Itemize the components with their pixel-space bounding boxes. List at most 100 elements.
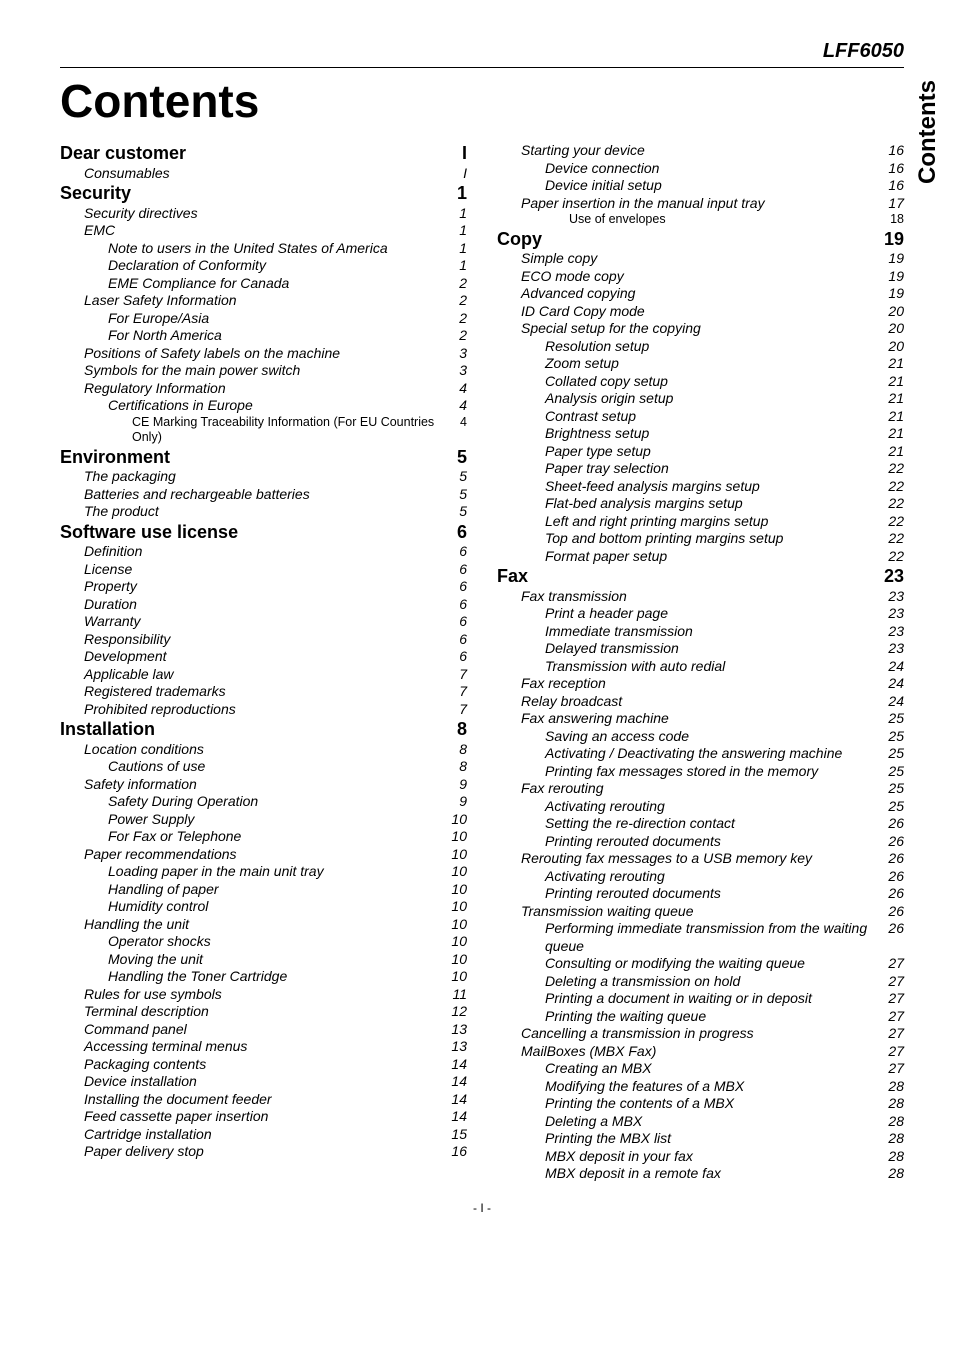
toc-label: Security directives: [60, 205, 198, 223]
toc-page: 5: [459, 503, 467, 521]
toc-page: 7: [459, 683, 467, 701]
toc-row: Operator shocks10: [60, 933, 467, 951]
toc-row: Transmission with auto redial24: [497, 658, 904, 676]
toc-page: 16: [451, 1143, 467, 1161]
toc-row: For North America2: [60, 327, 467, 345]
toc-page: 26: [888, 903, 904, 921]
toc-label: Transmission with auto redial: [497, 658, 725, 676]
toc-page: 21: [888, 443, 904, 461]
toc-label: Printing the MBX list: [497, 1130, 671, 1148]
toc-row: Printing the contents of a MBX28: [497, 1095, 904, 1113]
toc-row: Copy19: [497, 228, 904, 251]
toc-label: Property: [60, 578, 137, 596]
toc-row: Responsibility 6: [60, 631, 467, 649]
toc-label: Delayed transmission: [497, 640, 679, 658]
toc-page: 8: [459, 741, 467, 759]
toc-page: 27: [888, 973, 904, 991]
toc-page: 28: [888, 1148, 904, 1166]
toc-page: 25: [888, 728, 904, 746]
toc-label: The packaging: [60, 468, 176, 486]
toc-row: Registered trademarks7: [60, 683, 467, 701]
toc-row: Print a header page23: [497, 605, 904, 623]
toc-label: For North America: [60, 327, 222, 345]
toc-page: 20: [888, 303, 904, 321]
toc-row: Cartridge installation15: [60, 1126, 467, 1144]
toc-label: Paper type setup: [497, 443, 651, 461]
toc-page: 6: [459, 578, 467, 596]
toc-label: For Europe/Asia: [60, 310, 209, 328]
toc-page: 21: [888, 355, 904, 373]
toc-label: Software use license: [60, 521, 238, 544]
toc-page: 14: [451, 1091, 467, 1109]
toc-label: Transmission waiting queue: [497, 903, 694, 921]
toc-row: Printing the waiting queue27: [497, 1008, 904, 1026]
toc-page: 10: [451, 881, 467, 899]
toc-page: 10: [451, 968, 467, 986]
toc-page: 16: [888, 177, 904, 195]
toc-page: 2: [459, 275, 467, 293]
toc-label: Moving the unit: [60, 951, 203, 969]
toc-page: 25: [888, 710, 904, 728]
toc-label: Symbols for the main power switch: [60, 362, 300, 380]
toc-page: 6: [459, 543, 467, 561]
toc-page: 22: [888, 513, 904, 531]
toc-page: 5: [459, 468, 467, 486]
toc-label: Security: [60, 182, 131, 205]
toc-page: 22: [888, 495, 904, 513]
toc-label: The product: [60, 503, 159, 521]
toc-label: Printing fax messages stored in the memo…: [497, 763, 818, 781]
toc-label: Humidity control: [60, 898, 208, 916]
toc-label: Handling of paper: [60, 881, 219, 899]
toc-row: Location conditions8: [60, 741, 467, 759]
toc-row: Terminal description12: [60, 1003, 467, 1021]
toc-row: Left and right printing margins setup 22: [497, 513, 904, 531]
toc-columns: Dear customerIConsumablesISecurity1Secur…: [60, 142, 904, 1183]
toc-label: ID Card Copy mode: [497, 303, 645, 321]
toc-label: Left and right printing margins setup: [497, 513, 768, 531]
toc-row: Printing fax messages stored in the memo…: [497, 763, 904, 781]
toc-label: Activating rerouting: [497, 868, 665, 886]
toc-label: Positions of Safety labels on the machin…: [60, 345, 340, 363]
toc-page: 6: [459, 631, 467, 649]
toc-label: Creating an MBX: [497, 1060, 652, 1078]
toc-row: Prohibited reproductions7: [60, 701, 467, 719]
toc-label: Paper tray selection: [497, 460, 669, 478]
toc-page: 28: [888, 1095, 904, 1113]
toc-label: Paper recommendations: [60, 846, 237, 864]
toc-page: 2: [459, 292, 467, 310]
toc-page: 11: [452, 986, 467, 1004]
toc-page: 19: [888, 268, 904, 286]
toc-row: Feed cassette paper insertion14: [60, 1108, 467, 1126]
toc-page: 23: [884, 565, 904, 588]
toc-page: 9: [459, 776, 467, 794]
toc-row: Modifying the features of a MBX28: [497, 1078, 904, 1096]
toc-row: Development6: [60, 648, 467, 666]
toc-label: Handling the unit: [60, 916, 189, 934]
toc-label: Installing the document feeder: [60, 1091, 272, 1109]
toc-row: Symbols for the main power switch3: [60, 362, 467, 380]
toc-page: 5: [459, 486, 467, 504]
toc-page: 23: [888, 640, 904, 658]
toc-page: 6: [459, 561, 467, 579]
toc-label: Regulatory Information: [60, 380, 226, 398]
toc-label: Deleting a MBX: [497, 1113, 642, 1131]
toc-page: 25: [888, 745, 904, 763]
toc-row: Definition6: [60, 543, 467, 561]
toc-page: 23: [888, 623, 904, 641]
toc-page: 10: [451, 933, 467, 951]
toc-row: Special setup for the copying20: [497, 320, 904, 338]
toc-label: EMC: [60, 222, 115, 240]
toc-row: Activating rerouting25: [497, 798, 904, 816]
toc-page: 22: [888, 478, 904, 496]
toc-row: Installing the document feeder 14: [60, 1091, 467, 1109]
toc-page: 27: [888, 1060, 904, 1078]
toc-label: Responsibility: [60, 631, 170, 649]
toc-label: Consulting or modifying the waiting queu…: [497, 955, 805, 973]
toc-page: 4: [459, 380, 467, 398]
toc-page: 22: [888, 530, 904, 548]
toc-row: Collated copy setup21: [497, 373, 904, 391]
toc-label: Sheet-feed analysis margins setup: [497, 478, 760, 496]
toc-row: Accessing terminal menus13: [60, 1038, 467, 1056]
toc-row: Software use license6: [60, 521, 467, 544]
toc-page: 20: [888, 338, 904, 356]
